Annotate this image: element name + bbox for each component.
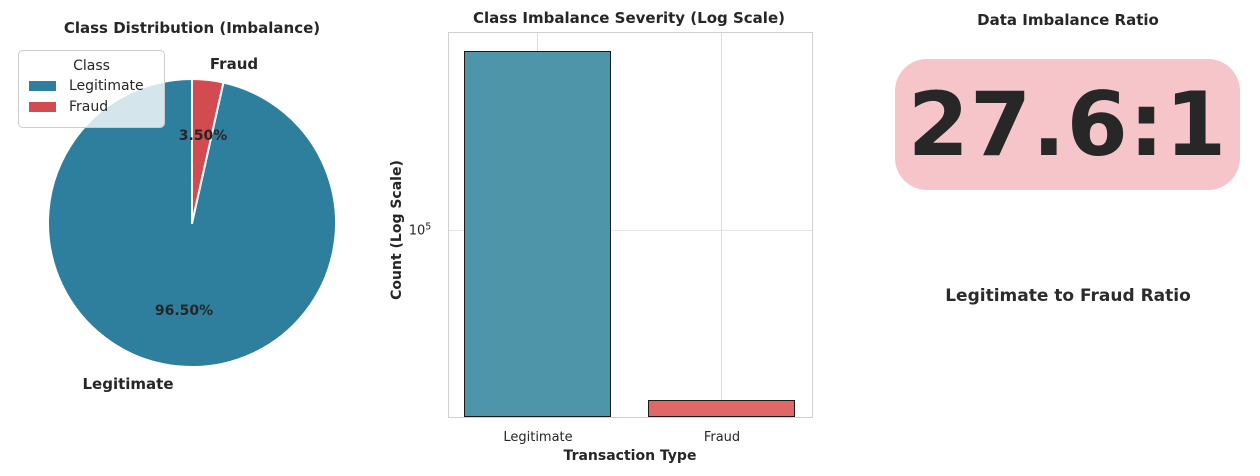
pie-slice-label-fraud: Fraud [209,55,259,73]
ratio-caption: Legitimate to Fraud Ratio [945,286,1191,306]
gridline-vertical-fraud [721,33,722,417]
pie-slice-label-legitimate: Legitimate [82,375,174,393]
pie-pct-label-fraud: 3.50% [178,128,228,144]
legend-row-fraud: Fraud [29,99,154,115]
x-axis-label: Transaction Type [563,448,697,464]
ratio-value-box: 27.6:1 [895,59,1240,190]
pie-slice-fraud [191,78,225,224]
legend-swatch-legitimate [29,81,56,91]
ytick-base: 10 [408,223,426,239]
pie-legend: Class Legitimate Fraud [18,50,165,128]
pie-title: Class Distribution (Imbalance) [63,19,321,37]
pie-pct-label-legitimate: 96.50% [154,303,214,319]
bar-axes [448,32,813,418]
y-axis-label: Count (Log Scale) [389,160,405,300]
bar-legitimate [464,51,611,417]
xtick-fraud: Fraud [703,430,741,445]
legend-title: Class [73,58,110,74]
bar-chart-title: Class Imbalance Severity (Log Scale) [473,9,785,27]
legend-row-legitimate: Legitimate [29,78,154,94]
xtick-legitimate: Legitimate [503,430,573,445]
ytick-1e5: 105 [409,222,432,239]
pie-chart [47,78,337,368]
ratio-title: Data Imbalance Ratio [977,11,1159,29]
legend-label-legitimate: Legitimate [69,78,144,94]
bar-fraud [648,399,795,417]
ytick-exponent: 5 [425,221,432,233]
legend-swatch-fraud [29,102,56,112]
gridline-horizontal-1e5 [449,229,812,231]
legend-label-fraud: Fraud [69,99,109,115]
ratio-value: 27.6:1 [907,72,1228,176]
